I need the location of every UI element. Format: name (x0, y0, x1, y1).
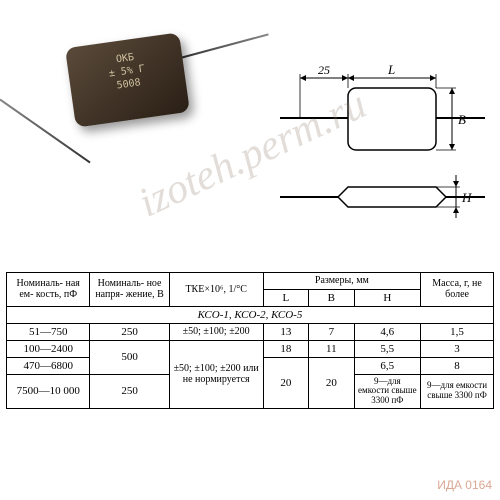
cell: 9—для емкости свыше 3300 пФ (421, 374, 494, 409)
cell: 100—2400 (7, 340, 90, 357)
cell: 7 (309, 323, 354, 340)
watermark-corner: ИДА 0164 (437, 478, 492, 492)
cell: 18 (263, 340, 308, 357)
col-voltage: Номиналь- ное напря- жение, В (90, 273, 169, 307)
cell: 4,6 (354, 323, 421, 340)
col-L: L (263, 289, 308, 306)
cell: 20 (309, 357, 354, 409)
spec-table: Номиналь- ная ем- кость, пФ Номиналь- но… (6, 272, 494, 409)
capacitor-marking: ОКБ ± 5% Г 5008 (106, 50, 147, 94)
dim-L-label: L (387, 62, 395, 77)
col-mass: Масса, г, не более (421, 273, 494, 307)
dimension-drawing: 25 L B H (280, 50, 490, 240)
cell: 7500—10 000 (7, 374, 90, 409)
cell: ±50; ±100; ±200 (169, 323, 263, 340)
marking-bot: 5008 (116, 77, 141, 91)
dim-B-label: B (458, 112, 466, 127)
col-B: B (309, 289, 354, 306)
capacitor-body: ОКБ ± 5% Г 5008 (65, 32, 190, 127)
marking-top: ОКБ (115, 52, 134, 65)
cell: 500 (90, 340, 169, 374)
cell: 20 (263, 357, 308, 409)
cell: 9—для емкости свыше 3300 пФ (354, 374, 421, 409)
dim-H-label: H (461, 190, 472, 205)
technical-diagram: 25 L B H (280, 50, 490, 250)
cell: 5,5 (354, 340, 421, 357)
cell: 11 (309, 340, 354, 357)
col-H: H (354, 289, 421, 306)
table-row: 100—2400 500 ±50; ±100; ±200 или не норм… (7, 340, 494, 357)
cell: ±50; ±100; ±200 или не нормируется (169, 340, 263, 409)
col-tke: ТКЕ×10⁶, 1/°С (169, 273, 263, 307)
lead-wire-right (181, 33, 268, 58)
cell: 8 (421, 357, 494, 374)
cell: 13 (263, 323, 308, 340)
cell: 51—750 (7, 323, 90, 340)
cell: 470—6800 (7, 357, 90, 374)
component-photo: ОКБ ± 5% Г 5008 (0, 0, 270, 190)
cell: 1,5 (421, 323, 494, 340)
dim-25-label: 25 (318, 63, 330, 77)
cell: 6,5 (354, 357, 421, 374)
cell: 250 (90, 374, 169, 409)
cell: 250 (90, 323, 169, 340)
spec-table-container: Номиналь- ная ем- кость, пФ Номиналь- но… (6, 272, 494, 409)
col-capacitance: Номиналь- ная ем- кость, пФ (7, 273, 90, 307)
table-row: 51—750 250 ±50; ±100; ±200 13 7 4,6 1,5 (7, 323, 494, 340)
col-dims: Размеры, мм (263, 273, 420, 290)
cell: 3 (421, 340, 494, 357)
section-row: КСО-1, КСО-2, КСО-5 (7, 306, 494, 323)
